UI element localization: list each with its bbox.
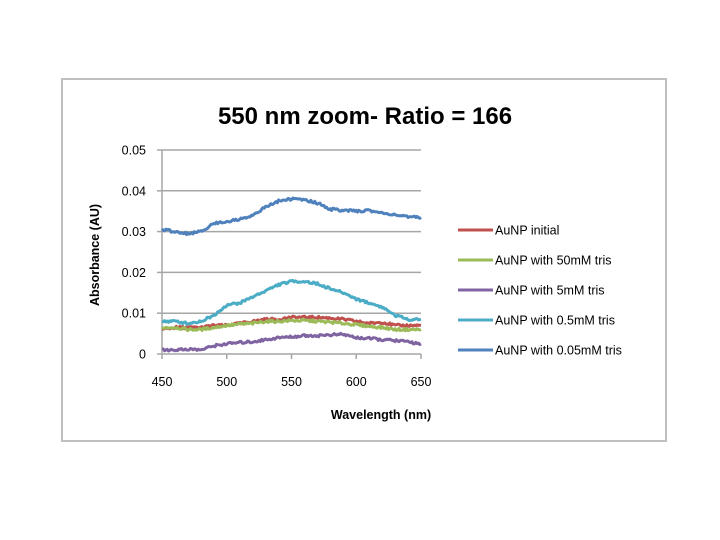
y-tick-label: 0.04 bbox=[122, 184, 146, 198]
y-tick-label: 0 bbox=[139, 348, 146, 362]
legend-label: AuNP with 50mM tris bbox=[495, 254, 611, 268]
legend-label: AuNP initial bbox=[495, 224, 559, 238]
legend-item: AuNP with 50mM tris bbox=[458, 254, 611, 268]
series-line-2 bbox=[161, 331, 422, 353]
legend-item: AuNP with 0.5mM tris bbox=[458, 314, 615, 328]
y-tick-label: 0.01 bbox=[122, 307, 146, 321]
y-tick-label: 0.03 bbox=[122, 225, 146, 239]
x-tick-label: 650 bbox=[411, 375, 432, 389]
x-tick-label: 600 bbox=[346, 375, 367, 389]
legend-item: AuNP with 0.05mM tris bbox=[458, 344, 622, 358]
gridlines bbox=[157, 149, 421, 355]
y-axis-tick-labels: 0 0.01 0.02 0.03 0.04 0.05 bbox=[122, 144, 146, 362]
legend-item: AuNP with 5mM tris bbox=[458, 284, 605, 298]
data-series bbox=[160, 196, 422, 353]
axes bbox=[161, 150, 422, 359]
y-tick-label: 0.05 bbox=[122, 144, 146, 158]
x-tick-label: 550 bbox=[281, 375, 302, 389]
series-line-1 bbox=[161, 317, 422, 333]
y-tick-label: 0.02 bbox=[122, 266, 146, 280]
legend-label: AuNP with 5mM tris bbox=[495, 284, 605, 298]
legend-label: AuNP with 0.5mM tris bbox=[495, 314, 615, 328]
x-axis-tick-labels: 450 500 550 600 650 bbox=[152, 375, 432, 389]
x-tick-label: 450 bbox=[152, 375, 173, 389]
series-line-3 bbox=[161, 278, 422, 326]
legend: AuNP initial AuNP with 50mM tris AuNP with… bbox=[458, 224, 622, 358]
legend-label: AuNP with 0.05mM tris bbox=[495, 344, 622, 358]
x-tick-label: 500 bbox=[216, 375, 237, 389]
legend-item: AuNP initial bbox=[458, 224, 559, 238]
x-axis-title: Wavelength (nm) bbox=[331, 408, 431, 422]
chart-title: 550 nm zoom- Ratio = 166 bbox=[218, 103, 512, 130]
y-axis-title: Absorbance (AU) bbox=[88, 204, 102, 306]
series-line-4 bbox=[160, 196, 422, 237]
